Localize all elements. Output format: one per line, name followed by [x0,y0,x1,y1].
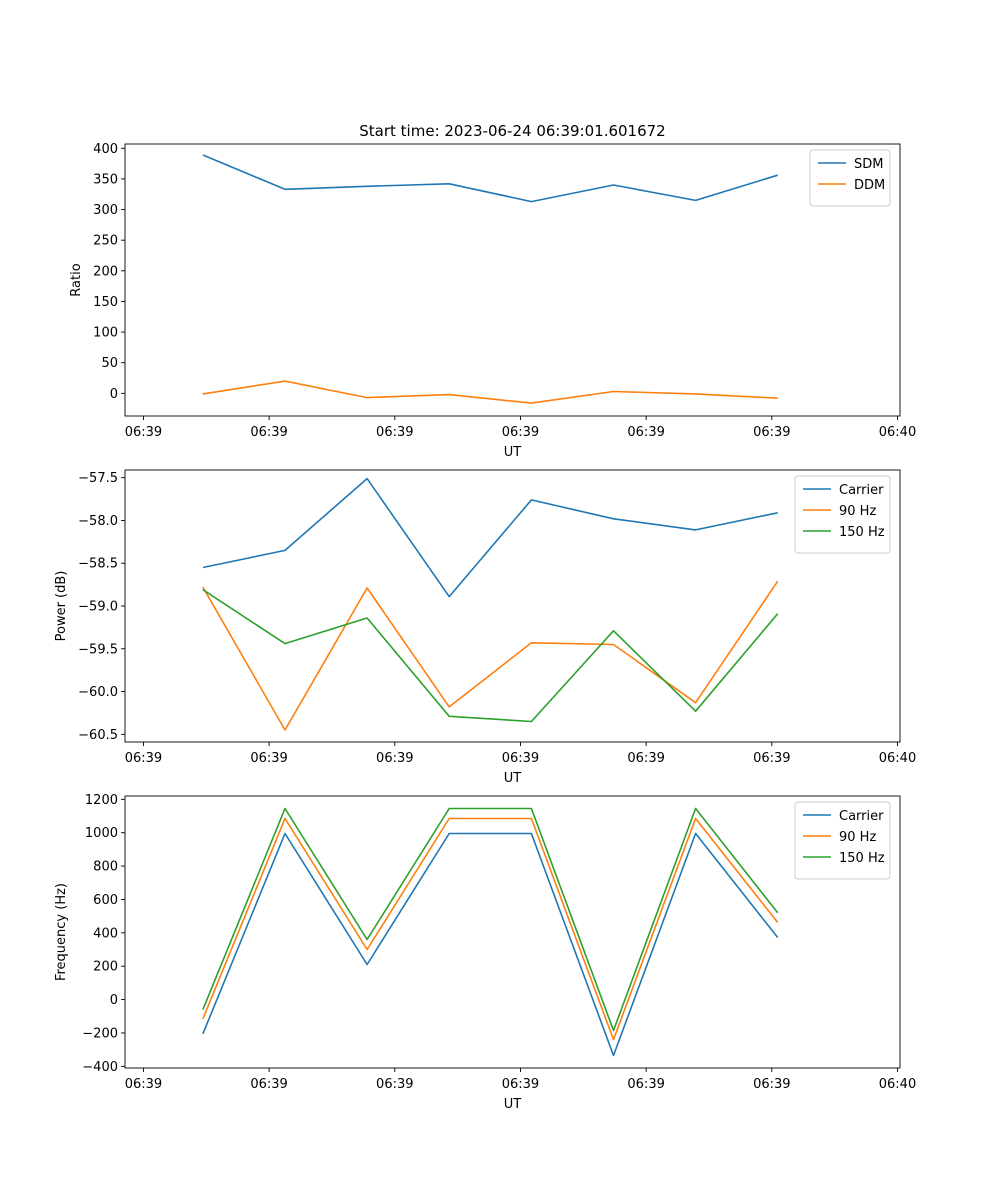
y-tick-label: 100 [93,326,118,341]
y-tick-label: 400 [93,926,118,941]
y-tick-label: 250 [93,234,118,249]
series-line-carrier [202,477,778,598]
legend-label: Carrier [839,809,884,824]
x-tick-label: 06:40 [879,425,916,440]
y-tick-label: 1200 [85,793,118,808]
legend: Carrier 90 Hz 150 Hz [794,475,891,554]
y-tick-label: 800 [93,860,118,875]
chart-panel-2: 06:39 06:39 06:39 06:39 06:39 06:39 06:40 −60.5… [54,469,916,786]
legend-label: DDM [854,178,885,193]
y-tick-label: 600 [93,893,118,908]
axes-frame [124,143,901,417]
y-tick-label: −59.0 [78,600,118,615]
x-tick-label: 06:39 [753,425,790,440]
y-tick-label: 200 [93,264,118,279]
x-tick-label: 06:40 [879,1077,916,1092]
x-axis-label: UT [504,1097,522,1112]
x-axis-label: UT [504,771,522,786]
y-tick-label: 150 [93,295,118,310]
y-tick-label: 1000 [85,826,118,841]
legend-box [809,149,891,207]
x-tick-label: 06:39 [250,425,287,440]
series-line-150-hz [202,807,779,1032]
y-tick-label: −60.0 [78,685,118,700]
chart-title: Start time: 2023-06-24 06:39:01.601672 [359,122,665,140]
series-line-sdm [202,154,778,203]
x-tick-label: 06:39 [502,425,539,440]
y-tick-label: 0 [110,387,118,402]
x-tick-label: 06:39 [376,1077,413,1092]
x-tick-label: 06:39 [627,1077,664,1092]
y-tick-label: 350 [93,172,118,187]
x-axis-label: UT [504,445,522,460]
x-tick-label: 06:40 [879,751,916,766]
y-axis-label: Power (dB) [54,571,69,642]
x-tick-label: 06:39 [376,751,413,766]
legend-label: 90 Hz [839,504,876,519]
y-tick-label: 0 [110,993,118,1008]
y-tick-label: 200 [93,960,118,975]
x-tick-label: 06:39 [250,751,287,766]
y-tick-label: 50 [101,356,118,371]
y-tick-label: −57.5 [78,471,118,486]
legend: Carrier 90 Hz 150 Hz [794,801,891,880]
x-tick-label: 06:39 [627,751,664,766]
x-tick-label: 06:39 [753,751,790,766]
legend-label: Carrier [839,483,884,498]
axes-frame [124,795,901,1069]
legend-label: 90 Hz [839,830,876,845]
legend-label: SDM [854,157,883,172]
x-tick-label: 06:39 [125,425,162,440]
x-tick-label: 06:39 [250,1077,287,1092]
x-tick-label: 06:39 [753,1077,790,1092]
series-line-ddm [202,380,778,404]
axes-frame [124,469,901,743]
chart-panel-3: 06:39 06:39 06:39 06:39 06:39 06:39 06:40 −400 −… [54,793,916,1112]
series-line-carrier [202,832,779,1057]
series-line-150-hz [202,589,779,723]
y-tick-label: −58.0 [78,514,118,529]
y-axis-label: Ratio [69,263,84,296]
x-tick-label: 06:39 [502,1077,539,1092]
legend-label: 150 Hz [839,525,885,540]
y-tick-label: −60.5 [78,728,118,743]
chart-panel-1: Start time: 2023-06-24 06:39:01.601672 06… [69,122,916,460]
y-tick-label: 300 [93,203,118,218]
y-tick-label: −58.5 [78,557,118,572]
x-tick-label: 06:39 [376,425,413,440]
y-tick-label: −59.5 [78,642,118,657]
x-tick-label: 06:39 [502,751,539,766]
series-line-90-hz [202,817,779,1041]
legend-label: 150 Hz [839,851,885,866]
legend: SDM DDM [809,149,891,207]
series-line-90-hz [202,580,779,731]
y-tick-label: 400 [93,142,118,157]
x-tick-label: 06:39 [125,1077,162,1092]
legend-box [794,801,891,880]
y-tick-label: −200 [82,1026,118,1041]
legend-box [794,475,891,554]
x-tick-label: 06:39 [627,425,664,440]
x-tick-label: 06:39 [125,751,162,766]
y-axis-label: Frequency (Hz) [54,883,69,981]
y-tick-label: −400 [82,1060,118,1075]
